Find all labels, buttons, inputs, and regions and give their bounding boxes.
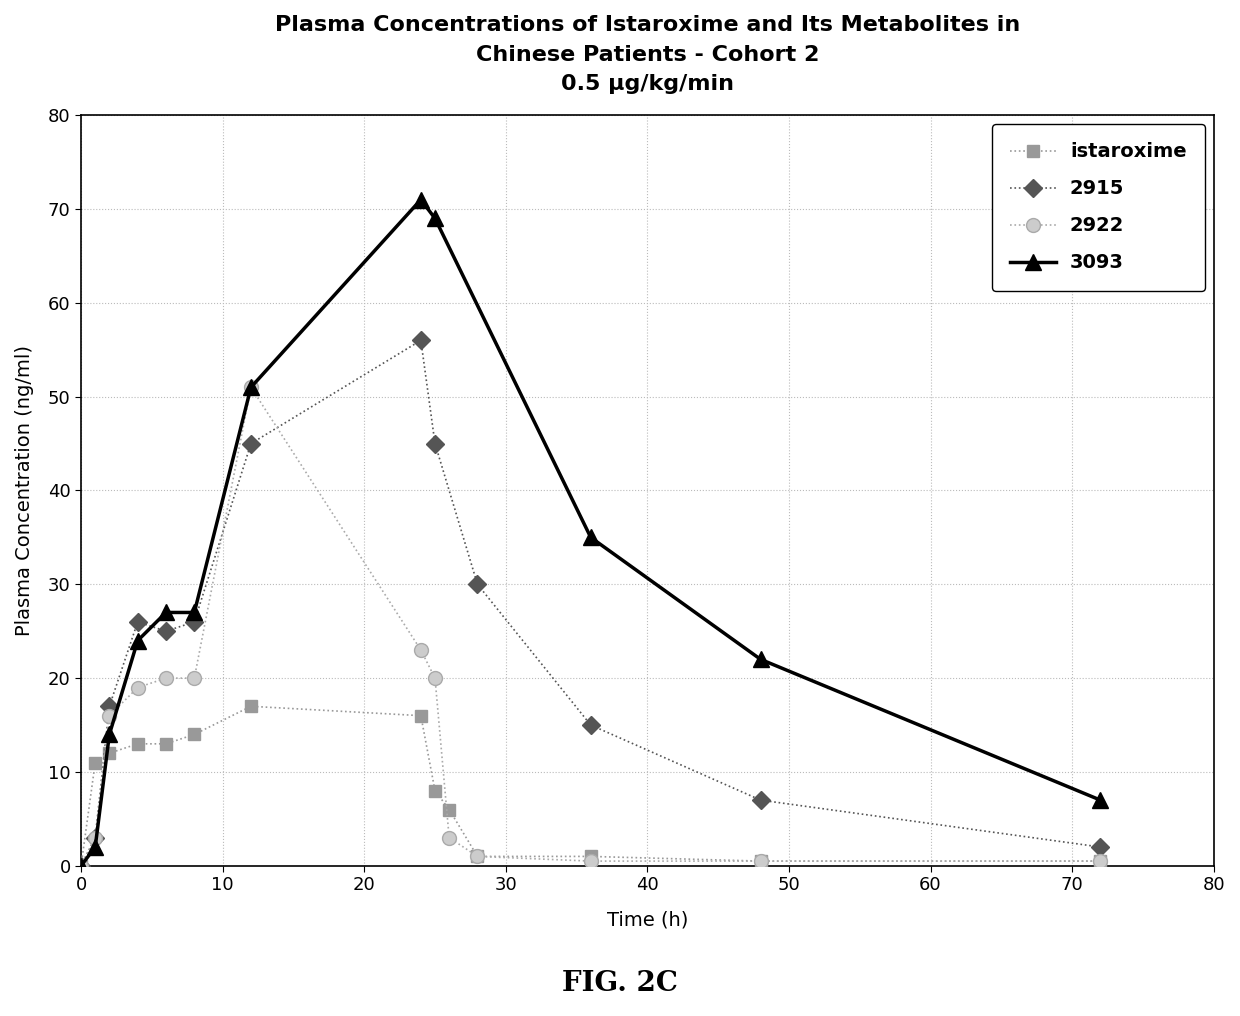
Title: Plasma Concentrations of Istaroxime and Its Metabolites in
Chinese Patients - Co: Plasma Concentrations of Istaroxime and … [275, 15, 1021, 94]
X-axis label: Time (h): Time (h) [606, 911, 688, 930]
Legend: istaroxime, 2915, 2922, 3093: istaroxime, 2915, 2922, 3093 [992, 124, 1204, 291]
Text: FIG. 2C: FIG. 2C [562, 969, 678, 997]
Y-axis label: Plasma Concentration (ng/ml): Plasma Concentration (ng/ml) [15, 345, 33, 636]
